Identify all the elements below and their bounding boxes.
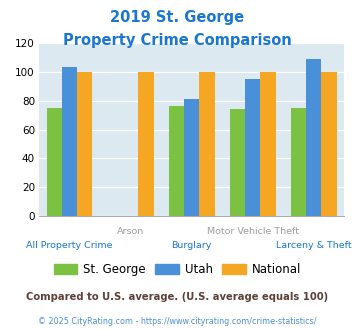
Bar — [230, 109, 245, 216]
Bar — [77, 72, 92, 216]
Legend: St. George, Utah, National: St. George, Utah, National — [49, 258, 306, 281]
Bar — [322, 72, 337, 216]
Bar — [62, 67, 77, 216]
Text: Burglary: Burglary — [171, 241, 212, 250]
Bar — [261, 72, 275, 216]
Text: All Property Crime: All Property Crime — [26, 241, 113, 250]
Bar — [306, 59, 322, 216]
Bar — [138, 72, 153, 216]
Text: Compared to U.S. average. (U.S. average equals 100): Compared to U.S. average. (U.S. average … — [26, 292, 329, 302]
Text: Motor Vehicle Theft: Motor Vehicle Theft — [207, 227, 299, 236]
Bar — [200, 72, 214, 216]
Bar — [184, 99, 200, 216]
Bar — [47, 108, 62, 216]
Bar — [291, 108, 306, 216]
Text: Property Crime Comparison: Property Crime Comparison — [63, 33, 292, 48]
Text: 2019 St. George: 2019 St. George — [110, 10, 245, 25]
Text: Larceny & Theft: Larceny & Theft — [276, 241, 352, 250]
Bar — [169, 106, 184, 216]
Bar — [245, 79, 261, 216]
Text: Arson: Arson — [117, 227, 144, 236]
Text: © 2025 CityRating.com - https://www.cityrating.com/crime-statistics/: © 2025 CityRating.com - https://www.city… — [38, 317, 317, 326]
